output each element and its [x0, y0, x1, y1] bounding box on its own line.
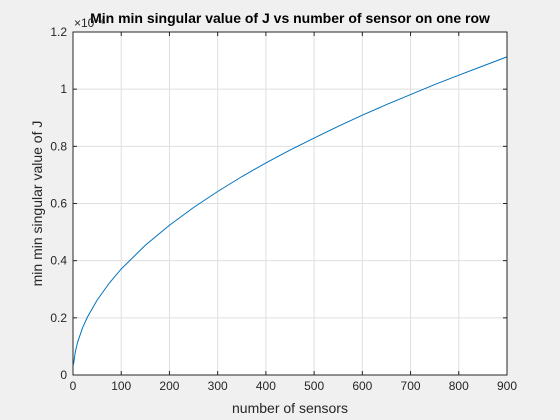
x-tick-label: 700 — [401, 379, 421, 393]
x-axis-label: number of sensors — [232, 400, 348, 416]
x-tick-label: 100 — [111, 379, 131, 393]
y-axis-ticks: 0 0.2 0.4 0.6 0.8 1 1.2 — [50, 25, 507, 382]
y-tick-label: 0 — [60, 368, 67, 382]
y-axis-label: min min singular value of J — [29, 121, 45, 287]
y-exponent-label: ×10⁻⁶ — [74, 16, 106, 30]
y-tick-label: 1 — [60, 82, 67, 96]
x-tick-label: 400 — [256, 379, 276, 393]
x-tick-label: 600 — [352, 379, 372, 393]
y-tick-label: 0.2 — [50, 311, 67, 325]
y-tick-label: 0.8 — [50, 139, 67, 153]
x-tick-label: 200 — [159, 379, 179, 393]
x-axis-ticks: 0 100 200 300 400 500 600 700 800 900 — [70, 32, 517, 393]
x-tick-label: 0 — [70, 379, 77, 393]
y-tick-label: 1.2 — [50, 25, 67, 39]
series-line — [72, 56, 508, 365]
y-tick-label: 0.4 — [50, 254, 67, 268]
x-tick-label: 800 — [449, 379, 469, 393]
x-tick-label: 900 — [497, 379, 517, 393]
x-tick-label: 300 — [208, 379, 228, 393]
series-layer — [72, 56, 508, 365]
x-tick-label: 500 — [304, 379, 324, 393]
chart-title: Min min singular value of J vs number of… — [90, 10, 490, 26]
y-tick-label: 0.6 — [50, 197, 67, 211]
